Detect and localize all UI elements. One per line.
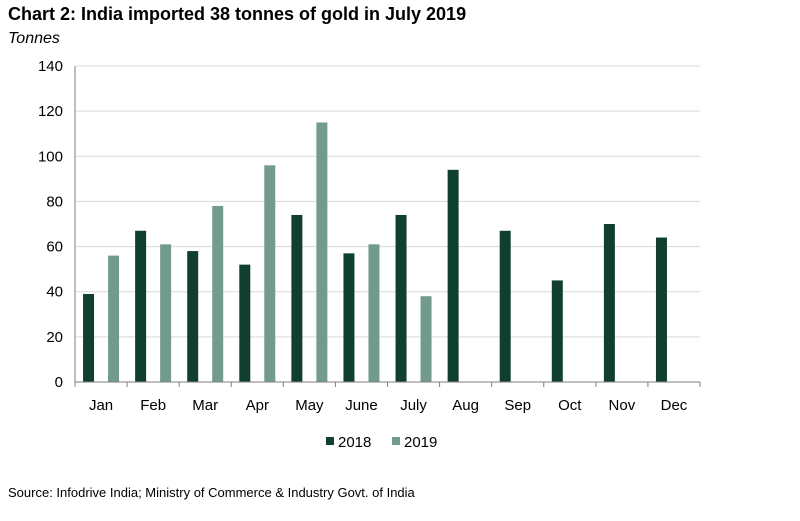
x-tick-label: Sep (504, 397, 531, 414)
bar-2018-apr (239, 264, 251, 382)
bar-2018-jan (83, 293, 95, 382)
legend-swatch-2019 (392, 437, 400, 445)
y-axis-ticks: 0 20 40 60 80 100 120 140 (38, 58, 76, 391)
x-tick-label: June (345, 397, 378, 414)
y-tick-label: 20 (46, 329, 63, 346)
bar-2018-oct (551, 280, 563, 382)
x-tick-label: Aug (452, 397, 479, 414)
y-tick-label: 100 (38, 148, 63, 165)
x-tick-label: July (400, 397, 427, 414)
bar-2019-june (368, 244, 380, 382)
bar-2019-apr (264, 165, 276, 382)
x-tick-label: May (295, 397, 324, 414)
bar-2018-sep (499, 230, 511, 382)
y-tick-label: 0 (55, 374, 63, 391)
bar-2018-aug (447, 169, 459, 382)
source-note: Source: Infodrive India; Ministry of Com… (8, 485, 415, 500)
y-tick-label: 140 (38, 58, 63, 75)
x-tick-label: Mar (192, 397, 218, 414)
x-tick-label: Jan (89, 397, 113, 414)
bar-2019-july (420, 296, 432, 382)
y-tick-label: 40 (46, 284, 63, 301)
bar-2018-nov (603, 224, 615, 382)
y-axis-unit-label: Tonnes (8, 30, 60, 47)
bar-2019-may (316, 122, 328, 382)
bar-2018-mar (187, 251, 199, 382)
legend-label-2018: 2018 (338, 434, 371, 451)
legend-swatch-2018 (326, 437, 334, 445)
y-tick-label: 120 (38, 103, 63, 120)
legend-label-2019: 2019 (404, 434, 437, 451)
x-tick-label: Dec (661, 397, 688, 414)
chart-title: Chart 2: India imported 38 tonnes of gol… (8, 4, 467, 24)
x-tick-label: Feb (140, 397, 166, 414)
y-tick-label: 80 (46, 193, 63, 210)
x-tick-label: Oct (558, 397, 582, 414)
bar-2018-dec (655, 237, 667, 382)
bar-2018-july (395, 214, 407, 382)
bars (83, 122, 667, 382)
bar-2019-mar (212, 205, 224, 382)
x-axis: Jan Feb Mar Apr May June July Aug Sep Oct Nov Dec (74, 381, 701, 414)
legend: 2018 2019 (326, 434, 437, 451)
bar-2018-may (291, 214, 303, 382)
x-tick-label: Apr (246, 397, 269, 414)
gridlines (75, 65, 700, 338)
bar-2019-jan (108, 255, 120, 382)
bar-2018-feb (135, 230, 147, 382)
x-tick-label: Nov (609, 397, 636, 414)
y-tick-label: 60 (46, 239, 63, 256)
bar-2019-feb (160, 244, 172, 382)
bar-2018-june (343, 253, 355, 382)
